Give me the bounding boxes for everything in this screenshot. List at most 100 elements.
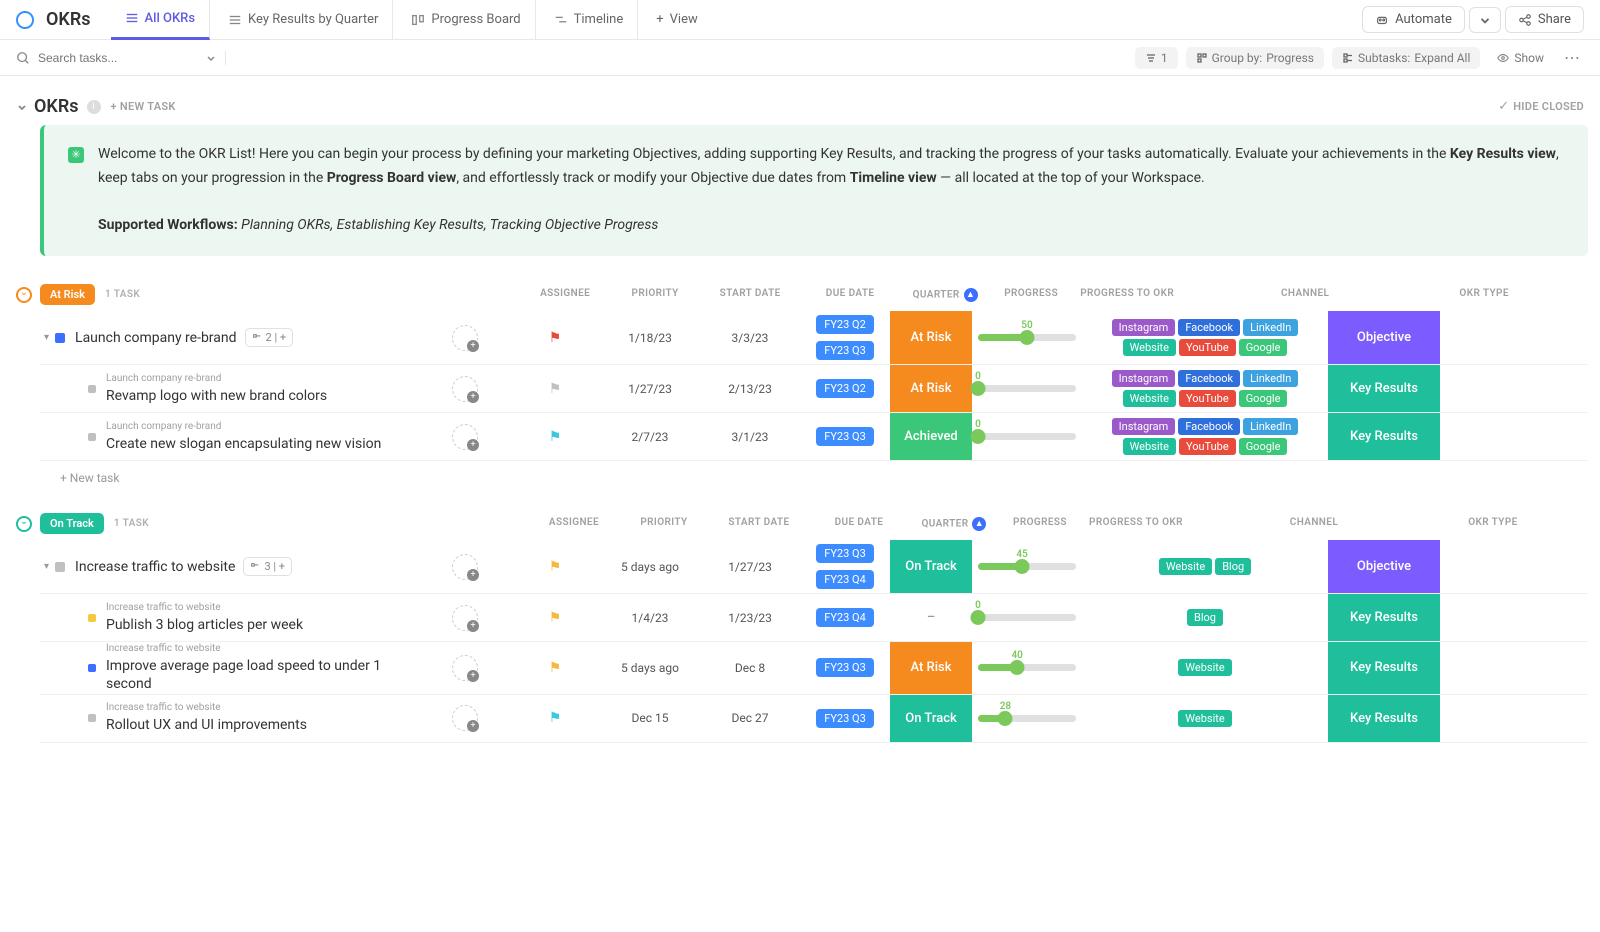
quarter-tag[interactable]: FY23 Q4 [816,570,874,589]
channel-tag-website[interactable]: Website [1123,339,1176,356]
channel-tag-website[interactable]: Website [1178,710,1231,727]
status-square-icon[interactable] [88,614,96,622]
channel-tag-linkedin[interactable]: LinkedIn [1243,418,1298,435]
channel-tag-website[interactable]: Website [1178,659,1231,676]
status-square-icon[interactable] [88,664,96,672]
quarter-tag[interactable]: FY23 Q4 [816,608,874,627]
quarter-tag[interactable]: FY23 Q2 [816,315,874,334]
tab-progress-board[interactable]: Progress Board [397,0,535,40]
quarter-tag[interactable]: FY23 Q3 [816,544,874,563]
channel-tag-google[interactable]: Google [1239,438,1288,455]
start-date-cell[interactable]: 5 days ago [600,642,700,693]
automate-dropdown[interactable] [1469,7,1501,33]
progress-slider[interactable]: 28 [978,715,1076,722]
due-date-cell[interactable]: 1/27/23 [700,540,800,593]
start-date-cell[interactable]: 1/4/23 [600,594,700,641]
channel-tag-google[interactable]: Google [1239,339,1288,356]
okr-type-cell[interactable]: Key Results [1328,365,1440,412]
task-name[interactable]: Revamp logo with new brand colors [106,387,327,405]
okr-type-cell[interactable]: Key Results [1328,695,1440,742]
assignee-add-button[interactable] [452,376,478,402]
progress-cell[interactable]: At Risk [890,365,972,412]
share-button[interactable]: Share [1505,6,1584,33]
tab-all-okrs[interactable]: All OKRs [111,0,211,40]
priority-flag-icon[interactable]: ⚑ [549,559,562,575]
channel-tag-linkedin[interactable]: LinkedIn [1243,370,1298,387]
priority-flag-icon[interactable]: ⚑ [549,330,562,346]
chevron-down-icon[interactable] [205,52,217,64]
start-date-cell[interactable]: Dec 15 [600,695,700,742]
tab-key-results[interactable]: Key Results by Quarter [214,0,393,40]
more-menu-button[interactable]: ⋯ [1560,48,1584,67]
subtasks-chip[interactable]: Subtasks: Expand All [1332,47,1480,69]
chevron-down-icon[interactable] [16,101,28,113]
priority-flag-icon[interactable]: ⚑ [549,610,562,626]
due-date-cell[interactable]: Dec 8 [700,642,800,693]
channel-tag-blog[interactable]: Blog [1187,609,1223,626]
okr-type-cell[interactable]: Key Results [1328,594,1440,641]
progress-slider[interactable]: 40 [978,664,1076,671]
priority-flag-icon[interactable]: ⚑ [549,710,562,726]
channel-tag-website[interactable]: Website [1123,438,1176,455]
subtask-count-chip[interactable]: 3 | + [243,557,292,576]
status-square-icon[interactable] [88,433,96,441]
progress-cell[interactable]: Achieved [890,413,972,460]
progress-cell[interactable]: – [890,594,972,641]
okr-type-cell[interactable]: Key Results [1328,413,1440,460]
okr-type-cell[interactable]: Objective [1328,540,1440,593]
channel-tag-youtube[interactable]: YouTube [1179,339,1236,356]
group-status-chip[interactable]: On Track [40,513,104,534]
channel-tag-youtube[interactable]: YouTube [1179,390,1236,407]
progress-cell[interactable]: On Track [890,695,972,742]
channel-tag-facebook[interactable]: Facebook [1178,418,1240,435]
expand-caret-icon[interactable]: ▾ [44,561,49,572]
channel-tag-instagram[interactable]: Instagram [1112,418,1176,435]
quarter-tag[interactable]: FY23 Q3 [816,658,874,677]
priority-flag-icon[interactable]: ⚑ [549,660,562,676]
hide-closed-button[interactable]: HIDE CLOSED [1513,100,1584,113]
new-task-row-button[interactable]: + New task [40,461,1588,485]
assignee-add-button[interactable] [452,325,478,351]
start-date-cell[interactable]: 1/18/23 [600,311,700,364]
task-name[interactable]: Create new slogan encapsulating new visi… [106,435,381,453]
status-square-icon[interactable] [55,562,65,572]
start-date-cell[interactable]: 2/7/23 [600,413,700,460]
progress-cell[interactable]: At Risk [890,311,972,364]
progress-slider[interactable]: 0 [978,385,1076,392]
group-toggle-icon[interactable] [16,287,32,303]
channel-tag-youtube[interactable]: YouTube [1179,438,1236,455]
channel-tag-google[interactable]: Google [1239,390,1288,407]
automate-button[interactable]: Automate [1362,6,1465,33]
channel-tag-facebook[interactable]: Facebook [1178,319,1240,336]
due-date-cell[interactable]: 3/3/23 [700,311,800,364]
assignee-add-button[interactable] [452,605,478,631]
filter-chip[interactable]: 1 [1135,47,1178,69]
group-status-chip[interactable]: At Risk [40,284,95,305]
show-button[interactable]: Show [1488,51,1552,65]
task-name[interactable]: Rollout UX and UI improvements [106,716,307,734]
channel-tag-blog[interactable]: Blog [1215,558,1251,575]
due-date-cell[interactable]: 2/13/23 [700,365,800,412]
quarter-tag[interactable]: FY23 Q3 [816,341,874,360]
assignee-add-button[interactable] [452,424,478,450]
assignee-add-button[interactable] [452,655,478,681]
new-task-button[interactable]: + NEW TASK [111,100,176,113]
task-name[interactable]: Publish 3 blog articles per week [106,616,303,634]
progress-slider[interactable]: 45 [978,563,1076,570]
search-input[interactable] [38,51,197,65]
channel-tag-facebook[interactable]: Facebook [1178,370,1240,387]
progress-slider[interactable]: 0 [978,614,1076,621]
status-square-icon[interactable] [88,385,96,393]
task-name[interactable]: Increase traffic to website [75,559,235,575]
info-icon[interactable]: i [87,100,101,114]
subtask-count-chip[interactable]: 2 | + [245,328,294,347]
group-toggle-icon[interactable] [16,516,32,532]
due-date-cell[interactable]: Dec 27 [700,695,800,742]
channel-tag-linkedin[interactable]: LinkedIn [1243,319,1298,336]
task-name[interactable]: Launch company re-brand [75,330,237,346]
progress-cell[interactable]: At Risk [890,642,972,693]
assignee-add-button[interactable] [452,554,478,580]
quarter-tag[interactable]: FY23 Q3 [816,709,874,728]
status-square-icon[interactable] [88,714,96,722]
progress-slider[interactable]: 50 [978,334,1076,341]
